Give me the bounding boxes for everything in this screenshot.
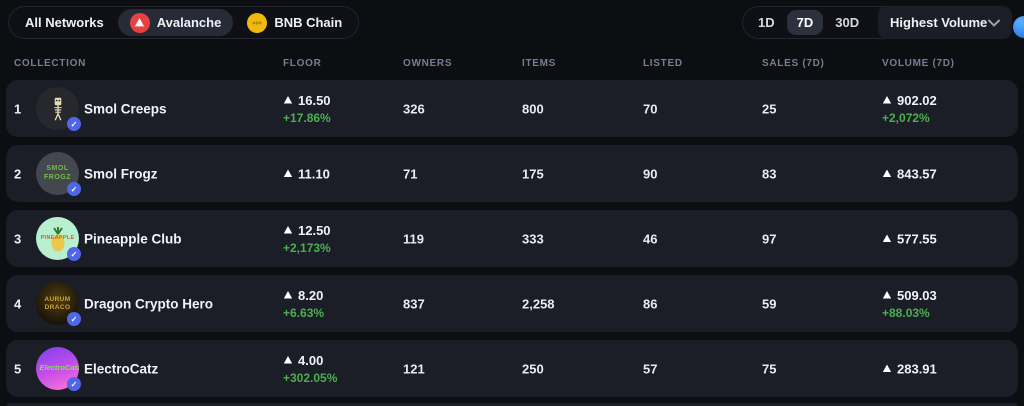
timeframe-7d[interactable]: 7D xyxy=(786,10,824,35)
owners-cell: 837 xyxy=(403,296,425,311)
network-bnb-label: BNB Chain xyxy=(274,15,343,30)
bnb-icon xyxy=(247,12,268,33)
column-header-collection: COLLECTION xyxy=(14,58,86,69)
rank: 1 xyxy=(14,101,22,116)
items-cell: 2,258 xyxy=(522,296,555,311)
sort-selected-value: Highest Volume xyxy=(890,15,988,30)
network-avalanche[interactable]: Avalanche xyxy=(117,9,234,36)
floor-cell: 16.50 +17.86% xyxy=(283,92,331,125)
table-row[interactable]: 4 AURUM DRACO ✓ Dragon Crypto Hero 8.20 … xyxy=(6,275,1018,332)
items-cell: 800 xyxy=(522,101,544,116)
column-header-volume: VOLUME (7D) xyxy=(882,58,955,69)
network-filter-group: All Networks Avalanche BNB Chain xyxy=(8,6,360,39)
timeframe-1d[interactable]: 1D xyxy=(748,10,785,35)
table-row[interactable]: 1 ✓ Smol Creeps 16.50 +17.86% 326 800 70… xyxy=(6,80,1018,137)
sales-cell: 59 xyxy=(762,296,777,311)
floor-change: +2,173% xyxy=(283,240,331,255)
sales-cell: 97 xyxy=(762,231,777,246)
collection-avatar: SMOL FROGZ ✓ xyxy=(36,152,81,196)
volume-cell: 843.57 xyxy=(882,166,937,181)
skeleton-art xyxy=(53,97,62,121)
items-cell: 250 xyxy=(522,361,544,376)
items-cell: 175 xyxy=(522,166,544,181)
network-bnb-chain[interactable]: BNB Chain xyxy=(235,9,354,36)
network-avalanche-label: Avalanche xyxy=(156,15,222,30)
verified-badge-icon: ✓ xyxy=(67,247,81,261)
collection-avatar: ElectroCatz ✓ xyxy=(36,347,81,391)
avax-icon xyxy=(882,234,892,243)
chat-widget-button[interactable] xyxy=(1013,16,1024,38)
avax-icon xyxy=(283,356,293,364)
collection-avatar: PINEAPPLE ✓ xyxy=(36,217,81,261)
column-header-owners: OWNERS xyxy=(403,58,453,69)
collection-name: Pineapple Club xyxy=(84,231,182,246)
avax-icon xyxy=(882,96,892,104)
volume-change: +88.03% xyxy=(882,305,930,320)
floor-change: +6.63% xyxy=(283,305,325,320)
owners-cell: 326 xyxy=(403,101,425,116)
avax-icon xyxy=(882,169,892,178)
avax-icon xyxy=(283,96,293,104)
top-toolbar: All Networks Avalanche BNB Chain 1D 7 xyxy=(0,0,1024,46)
volume-cell: 902.02 +2,072% xyxy=(882,92,937,125)
sort-dropdown[interactable]: Highest Volume xyxy=(878,6,1012,39)
verified-badge-icon: ✓ xyxy=(67,377,81,391)
listed-cell: 70 xyxy=(643,101,658,116)
floor-cell: 8.20 +6.63% xyxy=(283,287,325,320)
verified-badge-icon: ✓ xyxy=(67,312,81,326)
rank: 4 xyxy=(14,296,22,311)
chevron-down-icon xyxy=(988,19,1000,27)
owners-cell: 71 xyxy=(403,166,418,181)
avalanche-icon xyxy=(129,12,150,33)
verified-badge-icon: ✓ xyxy=(67,117,81,131)
avax-icon xyxy=(283,291,293,299)
column-header-items: ITEMS xyxy=(522,58,557,69)
rank: 5 xyxy=(14,361,22,376)
sales-cell: 25 xyxy=(762,101,777,116)
table-row[interactable]: 5 ElectroCatz ✓ ElectroCatz 4.00 +302.05… xyxy=(6,340,1018,397)
table-header: COLLECTION FLOOR OWNERS ITEMS LISTED SAL… xyxy=(0,46,1024,80)
sales-cell: 75 xyxy=(762,361,777,376)
rank: 2 xyxy=(14,166,22,181)
volume-change: +2,072% xyxy=(882,110,930,125)
pineapple-art xyxy=(51,226,64,251)
collection-name: Dragon Crypto Hero xyxy=(84,296,214,311)
column-header-listed: LISTED xyxy=(643,58,683,69)
volume-cell: 577.55 xyxy=(882,231,937,246)
avax-icon xyxy=(283,169,293,178)
floor-cell: 11.10 xyxy=(283,166,330,181)
owners-cell: 119 xyxy=(403,231,424,246)
items-cell: 333 xyxy=(522,231,544,246)
floor-cell: 12.50 +2,173% xyxy=(283,222,331,255)
network-all-networks[interactable]: All Networks xyxy=(13,9,116,36)
avax-icon xyxy=(882,291,892,299)
listed-cell: 46 xyxy=(643,231,658,246)
owners-cell: 121 xyxy=(403,361,425,376)
collection-avatar: AURUM DRACO ✓ xyxy=(36,282,81,326)
column-header-sales: SALES (7D) xyxy=(762,58,825,69)
floor-cell: 4.00 +302.05% xyxy=(283,352,338,385)
listed-cell: 90 xyxy=(643,166,658,181)
verified-badge-icon: ✓ xyxy=(67,182,81,196)
avax-icon xyxy=(283,226,293,234)
collection-avatar: ✓ xyxy=(36,87,81,131)
collections-table: 1 ✓ Smol Creeps 16.50 +17.86% 326 800 70… xyxy=(0,80,1024,397)
listed-cell: 57 xyxy=(643,361,658,376)
collection-name: ElectroCatz xyxy=(84,361,159,376)
table-row-partial xyxy=(6,403,1018,406)
floor-change: +17.86% xyxy=(283,110,331,125)
sales-cell: 83 xyxy=(762,166,777,181)
table-row[interactable]: 3 PINEAPPLE ✓ Pineapple Club 12.50 +2,17… xyxy=(6,210,1018,267)
avax-icon xyxy=(882,364,892,373)
timeframe-30d[interactable]: 30D xyxy=(825,10,869,35)
floor-change: +302.05% xyxy=(283,370,338,385)
volume-cell: 283.91 xyxy=(882,361,937,376)
rank: 3 xyxy=(14,231,22,246)
column-header-floor: FLOOR xyxy=(283,58,322,69)
collection-name: Smol Frogz xyxy=(84,166,158,181)
table-row[interactable]: 2 SMOL FROGZ ✓ Smol Frogz 11.10 71 175 9… xyxy=(6,145,1018,202)
volume-cell: 509.03 +88.03% xyxy=(882,287,937,320)
listed-cell: 86 xyxy=(643,296,658,311)
collection-name: Smol Creeps xyxy=(84,101,167,116)
